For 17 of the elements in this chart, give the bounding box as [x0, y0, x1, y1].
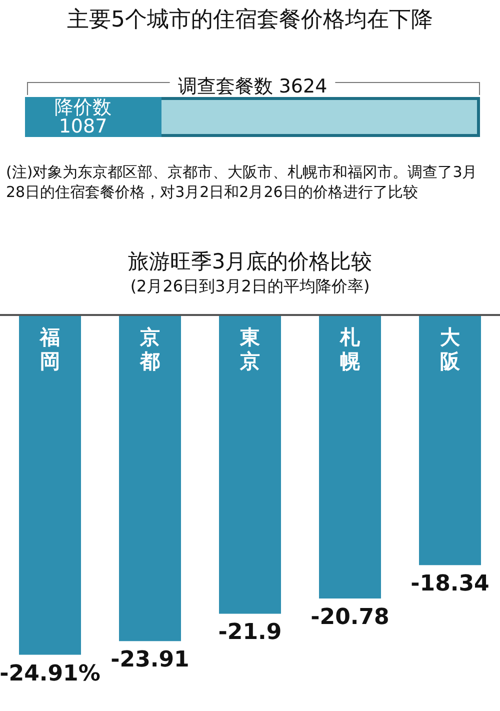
- x-tick-label: 札幌: [339, 325, 361, 373]
- text: 调查套餐数 3624: [178, 76, 328, 98]
- data-label: -20.78: [310, 604, 390, 630]
- chart-title: 旅游旺季3月底的价格比较: [128, 250, 372, 274]
- data-label: -21.9: [218, 620, 282, 646]
- data-label: 1087: [58, 116, 108, 138]
- data-label: -24.91%: [0, 661, 100, 686]
- x-tick-label: 大阪: [440, 325, 461, 373]
- data-label: -23.91: [110, 648, 190, 673]
- series-label: 降价数: [54, 96, 112, 118]
- x-tick-label: 東京: [239, 325, 260, 373]
- annotation: (注)对象为东京都区部、京都市、大阪市、札幌市和福冈市。调查了3月28日的住宿套餐价格，对3月2日和2月26日的价格进行了比较: [6, 162, 478, 202]
- x-tick-label: 福岡: [39, 325, 60, 373]
- x-tick-label: 京都: [139, 325, 160, 373]
- chart-subtitle: (2月26日到3月2日的平均降价率): [130, 276, 370, 296]
- chart-title: 主要5个城市的住宿套餐价格均在下降: [67, 8, 433, 32]
- data-label: -18.34: [410, 572, 490, 597]
